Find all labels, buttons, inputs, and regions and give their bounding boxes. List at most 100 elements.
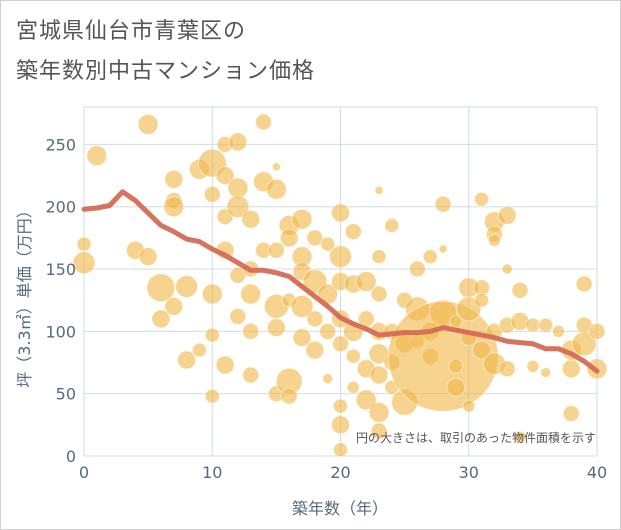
data-bubble (538, 317, 554, 333)
data-bubble (151, 309, 171, 329)
data-bubble (355, 271, 377, 292)
data-bubble (333, 442, 348, 458)
data-bubble (434, 195, 452, 213)
data-bubble (511, 281, 529, 299)
data-bubble (265, 178, 287, 200)
data-bubble (279, 228, 299, 248)
data-bubble (345, 348, 361, 364)
data-bubble (561, 359, 581, 379)
data-bubble (331, 203, 350, 223)
data-bubble (76, 236, 92, 252)
data-bubble (408, 260, 426, 278)
data-bubble (227, 177, 249, 199)
data-bubble (472, 340, 492, 360)
x-tick-label: 10 (202, 463, 222, 482)
data-bubble (462, 399, 476, 413)
data-bubble (526, 359, 540, 373)
data-bubble (204, 388, 220, 404)
data-bubble (449, 314, 463, 328)
data-bubble (175, 275, 199, 298)
data-bubble (72, 251, 96, 275)
y-tick-label: 150 (45, 260, 76, 279)
data-bubble (513, 430, 527, 444)
x-axis-label: 築年数（年） (292, 499, 388, 518)
data-bubble (371, 249, 387, 265)
data-bubble (355, 389, 377, 411)
data-bubble (267, 241, 285, 259)
data-bubble (271, 162, 281, 172)
data-bubble (203, 185, 221, 203)
x-tick-label: 0 (79, 463, 89, 482)
data-bubble (255, 113, 272, 131)
data-bubble (552, 324, 565, 338)
data-bubble (320, 236, 336, 252)
data-bubble (438, 244, 448, 254)
data-bubble (474, 292, 490, 308)
data-bubble (422, 249, 438, 265)
data-bubble (164, 296, 184, 316)
data-bubble (164, 169, 184, 189)
data-bubble (290, 294, 314, 318)
data-bubble (163, 196, 185, 218)
x-tick-label: 30 (459, 463, 479, 482)
data-bubble (346, 380, 360, 394)
data-bubble (571, 331, 597, 357)
data-bubble (333, 398, 348, 414)
data-bubble (370, 422, 388, 440)
data-bubble (306, 229, 324, 247)
data-bubble (291, 208, 313, 230)
data-bubble (146, 273, 176, 303)
data-bubble (446, 377, 466, 397)
data-bubble (305, 340, 325, 360)
data-bubble (242, 322, 260, 340)
bubble-size-note: 円の大きさは、取引のあった物件面積を示す (356, 430, 596, 445)
data-bubble (384, 217, 400, 233)
data-bubble (319, 322, 337, 340)
data-bubble (497, 205, 517, 225)
data-bubble (266, 318, 286, 338)
data-bubble (306, 310, 324, 328)
data-bubble (86, 145, 108, 167)
data-bubble (242, 366, 260, 384)
data-bubble (292, 328, 312, 348)
data-bubble (487, 233, 501, 247)
data-bubble (370, 285, 388, 303)
data-bubble (204, 327, 220, 343)
data-bubble (322, 373, 334, 385)
data-bubble (501, 263, 513, 275)
x-tick-label: 40 (587, 463, 607, 482)
y-axis-label: 坪（3.3㎡）単価（万円） (15, 202, 34, 387)
data-bubble (540, 367, 552, 378)
trend-layer (81, 189, 600, 374)
data-bubble (138, 247, 158, 267)
y-tick-label: 0 (66, 447, 76, 466)
data-bubble (332, 335, 349, 353)
y-tick-label: 100 (45, 322, 76, 341)
data-bubble (498, 360, 516, 378)
data-bubble (448, 358, 464, 374)
data-bubble (562, 405, 580, 423)
y-tick-label: 200 (45, 198, 76, 217)
data-bubble (331, 415, 350, 435)
data-bubble (177, 350, 197, 370)
data-bubble (525, 317, 541, 333)
data-bubble (344, 223, 362, 241)
trend-line (81, 189, 600, 374)
data-bubble (240, 283, 262, 305)
data-bubble (137, 113, 159, 135)
data-bubble (374, 186, 384, 195)
bubble-layer (72, 113, 608, 458)
chart-title-line2: 築年数別中古マンション価格 (16, 59, 316, 84)
chart-title-line1: 宮城県仙台市青葉区の (16, 19, 247, 44)
data-bubble (228, 132, 248, 152)
data-bubble (201, 283, 223, 305)
data-bubble (575, 275, 593, 293)
data-bubble (191, 342, 207, 358)
data-bubble (474, 191, 490, 207)
data-bubble (329, 245, 352, 269)
data-bubble (368, 401, 390, 423)
data-bubble (215, 355, 235, 375)
data-bubble (226, 195, 250, 219)
